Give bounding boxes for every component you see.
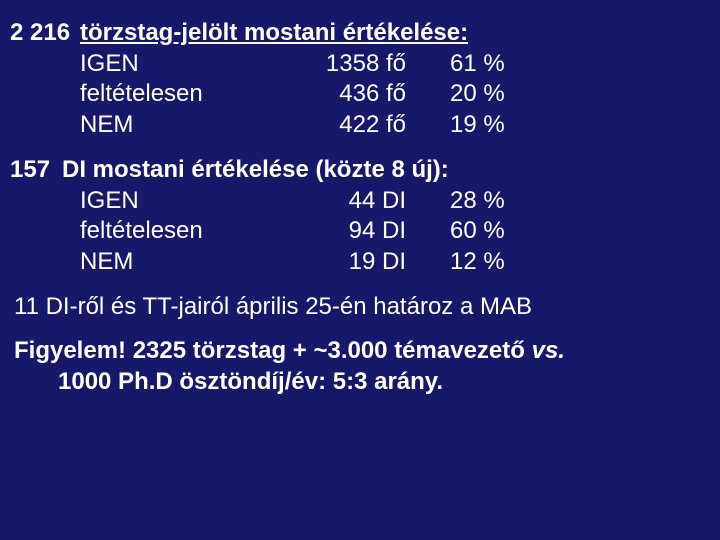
- s2-pct-2: 12 %: [450, 247, 550, 278]
- s2-count-2: 19 DI: [320, 247, 450, 278]
- s2-pct-1: 60 %: [450, 216, 550, 247]
- table-row: NEM 422 fő 19 %: [10, 110, 710, 141]
- s1-label-2: NEM: [80, 110, 320, 141]
- s2-count-0: 44 DI: [320, 186, 450, 217]
- table-row: NEM 19 DI 12 %: [10, 247, 710, 278]
- table-row: feltételesen 94 DI 60 %: [10, 216, 710, 247]
- section2-total: 157: [10, 155, 62, 186]
- s2-label-1: feltételesen: [80, 216, 320, 247]
- note-vs: vs.: [532, 337, 565, 364]
- note-paragraph: Figyelem! 2325 törzstag + ~3.000 témavez…: [10, 336, 710, 397]
- s1-label-1: feltételesen: [80, 79, 320, 110]
- note-lead: Figyelem! 2325 törzstag + ~3.000 témavez…: [14, 337, 532, 364]
- section1-heading: 2 216 törzstag-jelölt mostani értékelése…: [10, 18, 710, 49]
- section2-heading: 157 DI mostani értékelése (közte 8 új):: [10, 155, 710, 186]
- section1-total: 2 216: [10, 18, 80, 49]
- s2-count-1: 94 DI: [320, 216, 450, 247]
- table-row: IGEN 1358 fő 61 %: [10, 49, 710, 80]
- s1-pct-0: 61 %: [450, 49, 550, 80]
- s1-label-0: IGEN: [80, 49, 320, 80]
- section1-title: törzstag-jelölt mostani értékelése:: [80, 18, 468, 49]
- s1-pct-1: 20 %: [450, 79, 550, 110]
- section2-title: DI mostani értékelése (közte 8 új):: [62, 155, 449, 186]
- table-row: IGEN 44 DI 28 %: [10, 186, 710, 217]
- s2-label-0: IGEN: [80, 186, 320, 217]
- s2-pct-0: 28 %: [450, 186, 550, 217]
- s1-pct-2: 19 %: [450, 110, 550, 141]
- s1-count-0: 1358 fő: [320, 49, 450, 80]
- s1-count-2: 422 fő: [320, 110, 450, 141]
- s1-count-1: 436 fő: [320, 79, 450, 110]
- table-row: feltételesen 436 fő 20 %: [10, 79, 710, 110]
- s2-label-2: NEM: [80, 247, 320, 278]
- note-tail: 1000 Ph.D ösztöndíj/év: 5:3 arány.: [14, 367, 710, 398]
- mab-line: 11 DI-ről és TT-jairól április 25-én hat…: [10, 292, 710, 323]
